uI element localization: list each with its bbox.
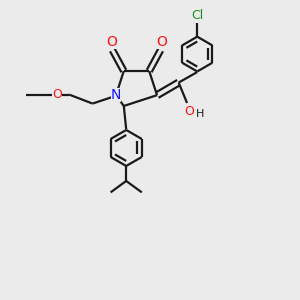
Text: Cl: Cl [191,9,203,22]
Text: O: O [184,105,194,118]
Text: O: O [106,34,117,49]
Text: N: N [111,88,121,102]
Text: O: O [52,88,62,101]
Text: O: O [156,34,167,49]
Text: H: H [196,110,204,119]
